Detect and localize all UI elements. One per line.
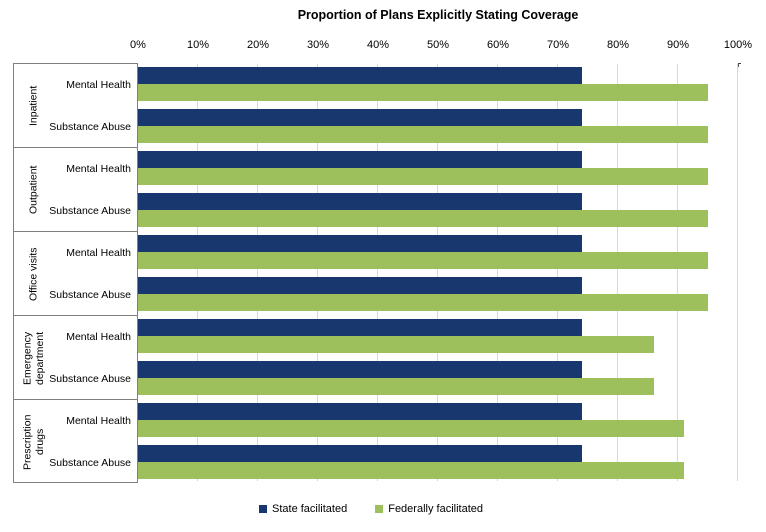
x-axis-tick xyxy=(738,64,739,67)
legend-label-state-facilitated: State facilitated xyxy=(272,503,348,515)
category-axis: Inpatient Mental Health Substance Abuse Out… xyxy=(13,63,138,483)
bar-state-facilitated xyxy=(138,151,582,168)
gridline xyxy=(437,64,438,481)
gridline xyxy=(377,64,378,481)
gridline xyxy=(617,64,618,481)
category-group-divider xyxy=(14,231,137,232)
bar-state-facilitated xyxy=(138,235,582,252)
gridline xyxy=(677,64,678,481)
bar-state-facilitated xyxy=(138,109,582,126)
category-row-label: Mental Health xyxy=(66,247,131,259)
legend-item-federally-facilitated: Federally facilitated xyxy=(375,503,483,515)
gridline xyxy=(737,64,738,481)
category-row-label: Substance Abuse xyxy=(49,457,131,469)
category-row-label: Substance Abuse xyxy=(49,289,131,301)
x-axis-tick-label: 80% xyxy=(606,39,630,51)
legend-item-state-facilitated: State facilitated xyxy=(259,503,347,515)
x-axis-tick-label: 70% xyxy=(546,39,570,51)
category-group-divider xyxy=(14,315,137,316)
gridline xyxy=(557,64,558,481)
category-row-label: Substance Abuse xyxy=(49,373,131,385)
category-group-divider xyxy=(14,147,137,148)
legend: State facilitated Federally facilitated xyxy=(0,503,766,515)
x-axis-tick-label: 10% xyxy=(186,39,210,51)
bar-state-facilitated xyxy=(138,277,582,294)
bar-federally-facilitated xyxy=(138,420,684,437)
gridline xyxy=(197,64,198,481)
x-axis-tick-label: 40% xyxy=(366,39,390,51)
x-axis-tick-label: 100% xyxy=(723,39,753,51)
x-axis-tick-label: 30% xyxy=(306,39,330,51)
category-group-divider xyxy=(14,399,137,400)
category-group-label: Inpatient xyxy=(27,85,40,127)
category-group-label: Emergency department xyxy=(21,331,46,385)
category-row-label: Mental Health xyxy=(66,79,131,91)
bar-federally-facilitated xyxy=(138,84,708,101)
bar-federally-facilitated xyxy=(138,294,708,311)
gridline xyxy=(317,64,318,481)
legend-swatch-federally-facilitated-icon xyxy=(375,505,384,513)
bar-state-facilitated xyxy=(138,403,582,420)
category-row-label: Mental Health xyxy=(66,415,131,427)
bar-federally-facilitated xyxy=(138,336,654,353)
x-axis-tick-label: 60% xyxy=(486,39,510,51)
x-axis-tick-label: 0% xyxy=(130,39,146,51)
gridline xyxy=(497,64,498,481)
category-row-label: Substance Abuse xyxy=(49,205,131,217)
bar-state-facilitated xyxy=(138,361,582,378)
x-axis-tick-label: 50% xyxy=(426,39,450,51)
bar-federally-facilitated xyxy=(138,378,654,395)
gridline xyxy=(257,64,258,481)
x-axis-tick-label: 90% xyxy=(666,39,690,51)
x-axis-tick-label: 20% xyxy=(246,39,270,51)
category-row-label: Mental Health xyxy=(66,163,131,175)
bar-federally-facilitated xyxy=(138,168,708,185)
chart-title: Proportion of Plans Explicitly Stating C… xyxy=(297,8,579,22)
bar-state-facilitated xyxy=(138,193,582,210)
category-row-label: Mental Health xyxy=(66,331,131,343)
legend-swatch-state-facilitated-icon xyxy=(259,505,267,513)
bar-state-facilitated xyxy=(138,319,582,336)
category-group-label: Outpatient xyxy=(27,165,40,215)
category-row-label: Substance Abuse xyxy=(49,121,131,133)
bar-federally-facilitated xyxy=(138,126,708,143)
bar-federally-facilitated xyxy=(138,252,708,269)
legend-label-federally-facilitated: Federally facilitated xyxy=(388,503,483,515)
plot-area xyxy=(138,63,738,483)
bar-federally-facilitated xyxy=(138,462,684,479)
bar-federally-facilitated xyxy=(138,210,708,227)
bar-state-facilitated xyxy=(138,445,582,462)
category-group-label: Prescription drugs xyxy=(21,414,46,470)
bar-state-facilitated xyxy=(138,67,582,84)
category-group-label: Office visits xyxy=(27,247,40,301)
